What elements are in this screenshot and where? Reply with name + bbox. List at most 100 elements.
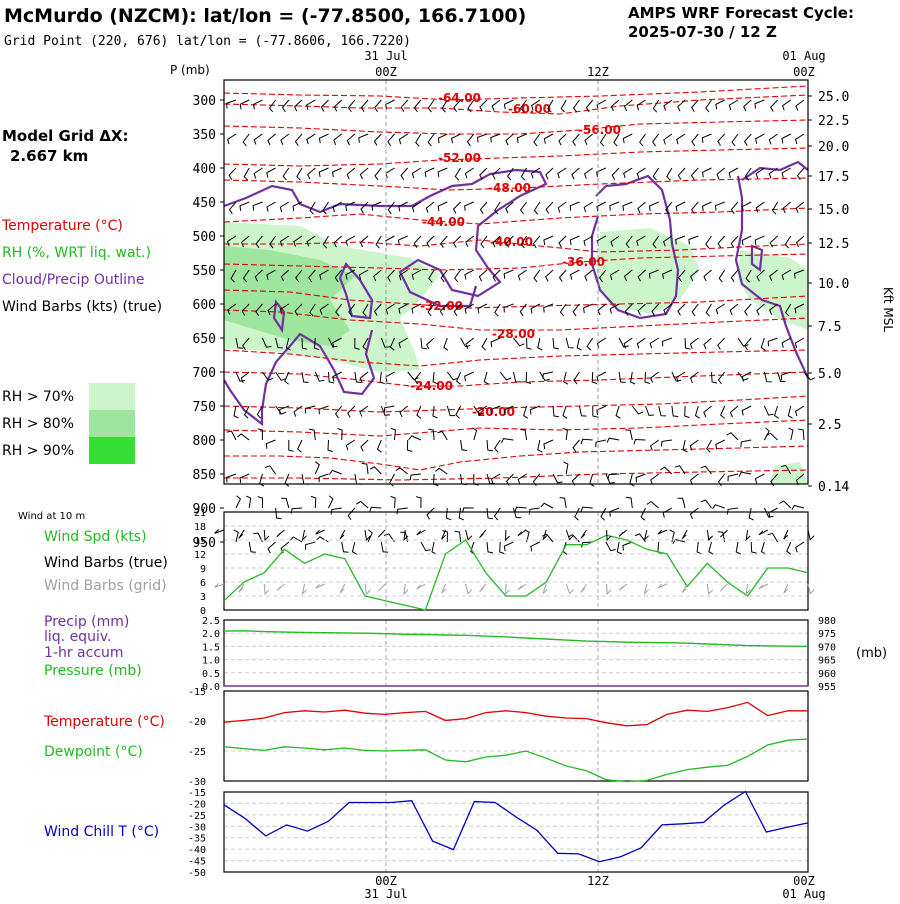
- wind-barb: [455, 405, 462, 419]
- wind-barb: [413, 235, 422, 248]
- wind-barb: [362, 337, 369, 351]
- wind-barb: [279, 201, 290, 213]
- wind-barb: [755, 133, 765, 144]
- wind-barb: [289, 536, 303, 543]
- wind-barb: [784, 235, 792, 249]
- precip-tick-label: 0.5: [202, 669, 220, 680]
- wind-barb-true: [580, 529, 587, 539]
- wind-barb: [267, 541, 276, 554]
- wind-barb: [715, 99, 725, 110]
- wind-barb: [306, 99, 316, 111]
- wind-barb-true: [565, 529, 574, 541]
- wind-barb: [765, 432, 778, 441]
- wind-barb: [503, 303, 514, 313]
- wind-barb: [677, 167, 686, 180]
- wind-barb: [227, 133, 237, 145]
- wind-barb: [341, 541, 349, 553]
- wind-barb: [636, 337, 646, 349]
- wind-barb: [519, 303, 527, 317]
- wind-barb-grid: [465, 583, 473, 595]
- temperature-label: Temperature (°C): [43, 714, 165, 730]
- precip-tick-label: 2.0: [202, 629, 220, 640]
- pressure-tick-label: 800: [193, 434, 216, 449]
- wind-barb: [741, 405, 752, 416]
- wind-barb: [465, 337, 475, 349]
- rh80-swatch: [89, 410, 135, 437]
- pressure-axis-label: P (mb): [170, 63, 210, 77]
- wind-barb: [374, 99, 382, 112]
- temperature-contour-label: -24.00: [410, 379, 453, 393]
- wind-barb: [569, 235, 580, 246]
- wind-barb: [737, 371, 749, 381]
- wind-barb: [700, 499, 712, 509]
- wind-barb: [529, 405, 540, 415]
- wind-barb: [636, 235, 646, 246]
- wind-barb: [491, 99, 501, 111]
- wind-barb: [677, 497, 686, 509]
- wind-barb: [520, 167, 528, 181]
- cloud-outline-3: [590, 174, 680, 320]
- wind-barb: [426, 337, 435, 350]
- wind-barb: [581, 541, 593, 548]
- temperature-contour-8: [223, 289, 809, 309]
- wind-barb: [748, 507, 754, 521]
- pressure-tick-label: 980: [818, 616, 836, 627]
- wind-barb: [309, 201, 316, 215]
- wind-barb: [437, 167, 448, 177]
- wind-barb: [637, 303, 646, 316]
- wind-barb: [689, 337, 699, 349]
- wind-barb: [347, 405, 356, 418]
- legend-rh: RH (%, WRT liq. wat.): [2, 245, 151, 261]
- wind-barbs-grid-label: Wind Barbs (grid): [44, 578, 167, 594]
- wind-barb: [703, 269, 712, 282]
- wind-barb: [690, 269, 699, 282]
- wind-barb: [293, 405, 303, 417]
- wind-barb-true: [416, 529, 426, 536]
- wind-barb-grid: [377, 583, 386, 592]
- wind-barb-true: [315, 529, 325, 535]
- wind-barb: [387, 133, 395, 146]
- wind-barb: [635, 473, 646, 483]
- wind-barb: [743, 133, 752, 146]
- wind-barb: [478, 269, 488, 282]
- bottom-date-label: 01 Aug: [782, 887, 825, 900]
- pressure-tick-label: 450: [193, 196, 216, 211]
- wind-barb: [248, 541, 256, 553]
- wind-barb-true: [606, 529, 612, 542]
- wind-barb: [700, 465, 712, 475]
- wind-barb: [407, 371, 419, 381]
- wind-barb: [729, 303, 739, 316]
- wind-barb-grid: [783, 583, 789, 594]
- pressure-tick-label: 965: [818, 656, 836, 667]
- wind-barb: [477, 303, 488, 314]
- wind-barb: [431, 541, 437, 555]
- wind-barb: [240, 371, 250, 383]
- temperature-contour-label: -48.00: [488, 181, 531, 195]
- wind-barb: [795, 99, 805, 111]
- wind-barb: [730, 201, 739, 214]
- wind-barb: [332, 371, 342, 382]
- wind-barb: [242, 269, 250, 283]
- wind-barb: [648, 269, 659, 279]
- top-time-label: 00Z: [793, 65, 815, 79]
- wind-barb: [245, 495, 252, 509]
- wind-barb: [275, 405, 287, 415]
- wind-barb: [360, 201, 369, 214]
- pressure-tick-label: 700: [193, 366, 216, 381]
- wind-barb: [771, 201, 779, 215]
- wind-barb: [541, 533, 554, 543]
- wind-barb: [559, 497, 567, 509]
- wind-barb: [728, 99, 739, 111]
- precip-tick-label: 1.0: [202, 656, 220, 667]
- wind-barb: [716, 167, 726, 180]
- wind-barb: [640, 507, 646, 521]
- wind-barb: [754, 473, 765, 484]
- wind-barb: [530, 541, 541, 552]
- wind-barb: [294, 303, 303, 316]
- wind-barb: [795, 235, 805, 248]
- bottom-date-label: 31 Jul: [364, 887, 407, 900]
- wind-barb: [505, 235, 514, 248]
- wind-barb: [610, 99, 620, 112]
- wind-speed-line: [223, 534, 809, 611]
- wind-barb: [305, 541, 316, 550]
